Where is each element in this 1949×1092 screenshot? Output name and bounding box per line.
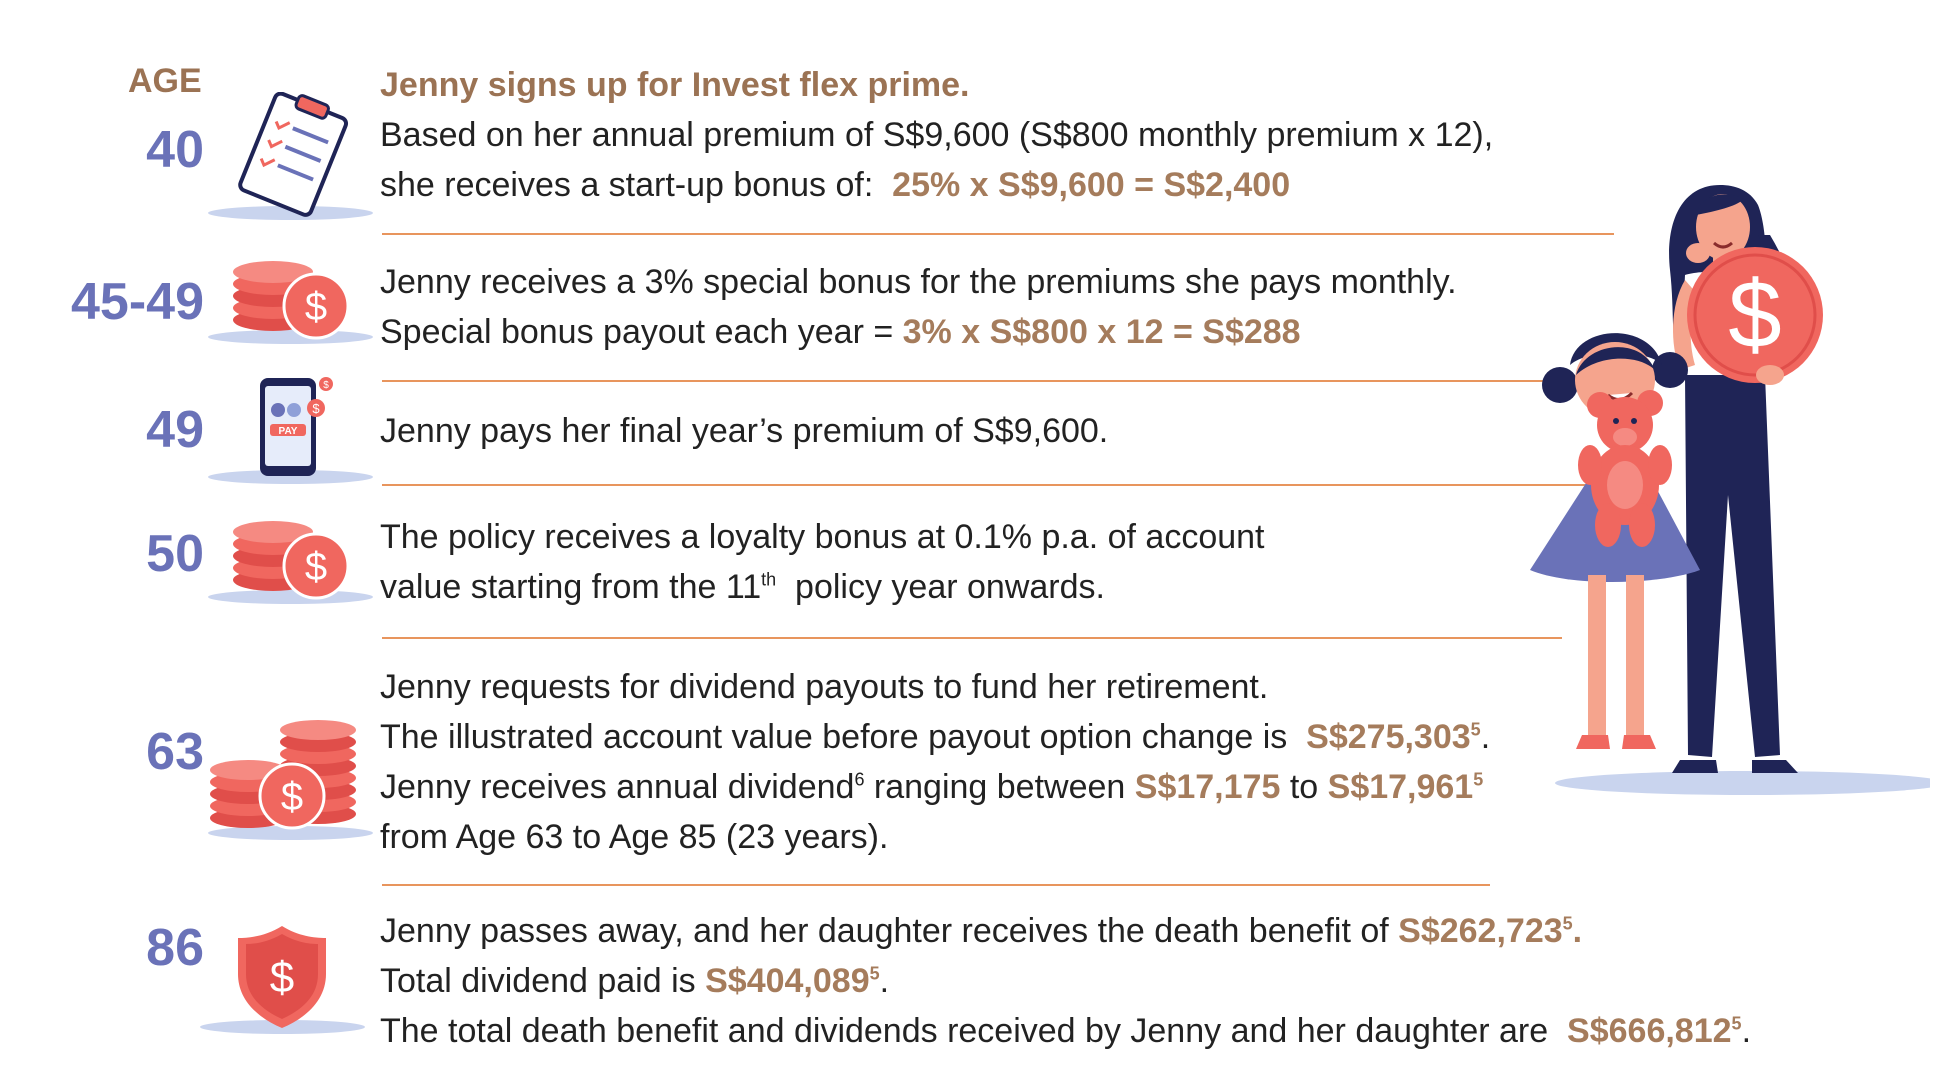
row-50-line2b: policy year onwards. <box>795 568 1105 606</box>
shield-dollar-icon: $ <box>238 926 326 1028</box>
age-63: 63 <box>146 723 204 781</box>
row-63-line1: Jenny requests for dividend payouts to f… <box>380 668 1269 706</box>
row-63-line3b: ranging between <box>873 768 1126 806</box>
svg-text:$: $ <box>323 380 329 391</box>
row-40-line1: Based on her annual premium of S$9,600 (… <box>380 116 1494 154</box>
row-40-line2-text: she receives a start-up bonus of: <box>380 166 874 204</box>
total-dividend-value: S$404,089 <box>705 962 870 1000</box>
row-86-line2-text: Total dividend paid is <box>380 962 696 1000</box>
row-45-49-line2-text: Special bonus payout each year = <box>380 313 894 351</box>
pay-label: PAY <box>279 426 298 437</box>
icon-shadow <box>208 206 373 220</box>
svg-text:$: $ <box>312 401 320 416</box>
account-value: S$275,303 <box>1306 718 1471 756</box>
mother-daughter-coin-illustration: $ <box>1530 185 1930 795</box>
row-50-line1: The policy receives a loyalty bonus at 0… <box>380 518 1265 556</box>
footnote-5: 5 <box>869 963 880 984</box>
icon-shadow <box>208 470 373 484</box>
footnote-5: 5 <box>1562 913 1573 934</box>
divider <box>382 637 1562 639</box>
coin-piles-icon: $ <box>210 720 356 830</box>
svg-text:$: $ <box>1728 261 1781 368</box>
footnote-5: 5 <box>1470 719 1481 740</box>
footnote-5: 5 <box>1731 1013 1742 1034</box>
age-50: 50 <box>146 525 204 583</box>
row-63-to: to <box>1289 768 1319 806</box>
row-63-line3a: Jenny receives annual dividend <box>380 768 855 806</box>
svg-text:$: $ <box>305 545 327 589</box>
dividend-min: S$17,175 <box>1134 768 1281 806</box>
row-40-title: Jenny signs up for Invest flex prime. <box>380 66 970 104</box>
row-50-line2a: value starting from the 11 <box>380 568 762 606</box>
special-bonus-value: 3% x S$800 x 12 = S$288 <box>902 313 1301 351</box>
svg-text:$: $ <box>305 285 327 329</box>
coin-stack-icon: $ <box>233 521 350 600</box>
age-header: AGE <box>128 62 202 100</box>
death-benefit-value: S$262,723 <box>1398 912 1563 950</box>
footnote-6: 6 <box>854 769 865 790</box>
row-45-49-line1: Jenny receives a 3% special bonus for th… <box>380 263 1457 301</box>
age-86: 86 <box>146 919 204 977</box>
divider <box>382 484 1614 486</box>
phone-pay-icon: PAY $ $ <box>260 377 333 476</box>
row-86-line3-text: The total death benefit and dividends re… <box>380 1012 1549 1050</box>
row-63-line4: from Age 63 to Age 85 (23 years). <box>380 818 889 856</box>
total-received-value: S$666,812 <box>1567 1012 1732 1050</box>
clipboard-checklist-icon <box>238 92 349 217</box>
footnote-5: 5 <box>1473 769 1484 790</box>
age-49: 49 <box>146 401 204 459</box>
svg-text:$: $ <box>270 953 294 1002</box>
icon-shadow <box>208 826 373 840</box>
age-45-49: 45-49 <box>71 273 204 331</box>
divider <box>382 233 1614 235</box>
divider <box>382 380 1614 382</box>
start-up-bonus-value: 25% x S$9,600 = S$2,400 <box>892 166 1291 204</box>
coin-stack-icon: $ <box>233 261 350 340</box>
row-49-line1: Jenny pays her final year’s premium of S… <box>380 412 1109 450</box>
row-86-line1-text: Jenny passes away, and her daughter rece… <box>380 912 1389 950</box>
age-40: 40 <box>146 121 204 179</box>
row-63-line2-text: The illustrated account value before pay… <box>380 718 1288 756</box>
row-50-sup: th <box>761 569 777 590</box>
divider <box>382 884 1490 886</box>
svg-text:$: $ <box>281 775 303 819</box>
dividend-max: S$17,961 <box>1327 768 1474 806</box>
